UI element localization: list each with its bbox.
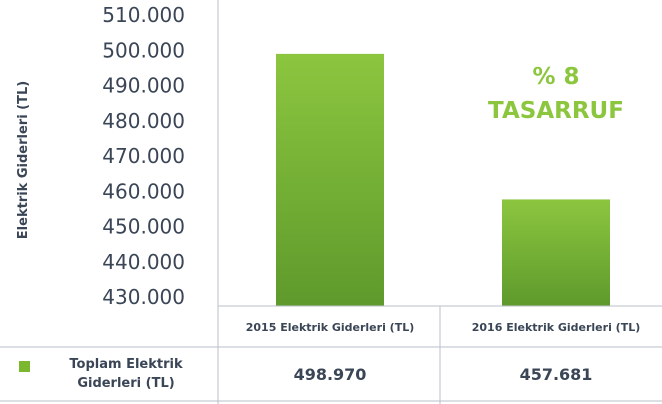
category-label-2015: 2015 Elektrik Giderleri (TL): [246, 321, 415, 334]
bars: [276, 53, 610, 306]
legend-swatch: [19, 361, 30, 372]
y-tick-label: 480.000: [102, 109, 185, 133]
y-tick-label: 460.000: [102, 179, 185, 203]
legend-label-line2: Giderleri (TL): [77, 376, 174, 391]
y-axis-label: Elektrik Giderleri (TL): [16, 81, 31, 239]
bar-2015: [276, 53, 384, 306]
y-axis-ticks: 430.000 440.000 450.000 460.000 470.000 480.0…: [102, 3, 185, 309]
y-tick-label: 510.000: [102, 3, 185, 27]
y-tick-label: 500.000: [102, 38, 185, 62]
value-label-2015: 498.970: [294, 365, 367, 384]
category-label-2016: 2016 Elektrik Giderleri (TL): [472, 321, 641, 334]
y-tick-label: 450.000: [102, 215, 185, 239]
savings-label: TASARRUF: [488, 98, 624, 124]
y-tick-label: 490.000: [102, 74, 185, 98]
y-tick-label: 470.000: [102, 144, 185, 168]
y-tick-label: 430.000: [102, 285, 185, 309]
bar-2016: [502, 199, 610, 306]
y-tick-label: 440.000: [102, 250, 185, 274]
value-label-2016: 457.681: [520, 365, 593, 384]
legend-label-line1: Toplam Elektrik: [69, 357, 183, 372]
savings-percent: % 8: [532, 64, 579, 90]
